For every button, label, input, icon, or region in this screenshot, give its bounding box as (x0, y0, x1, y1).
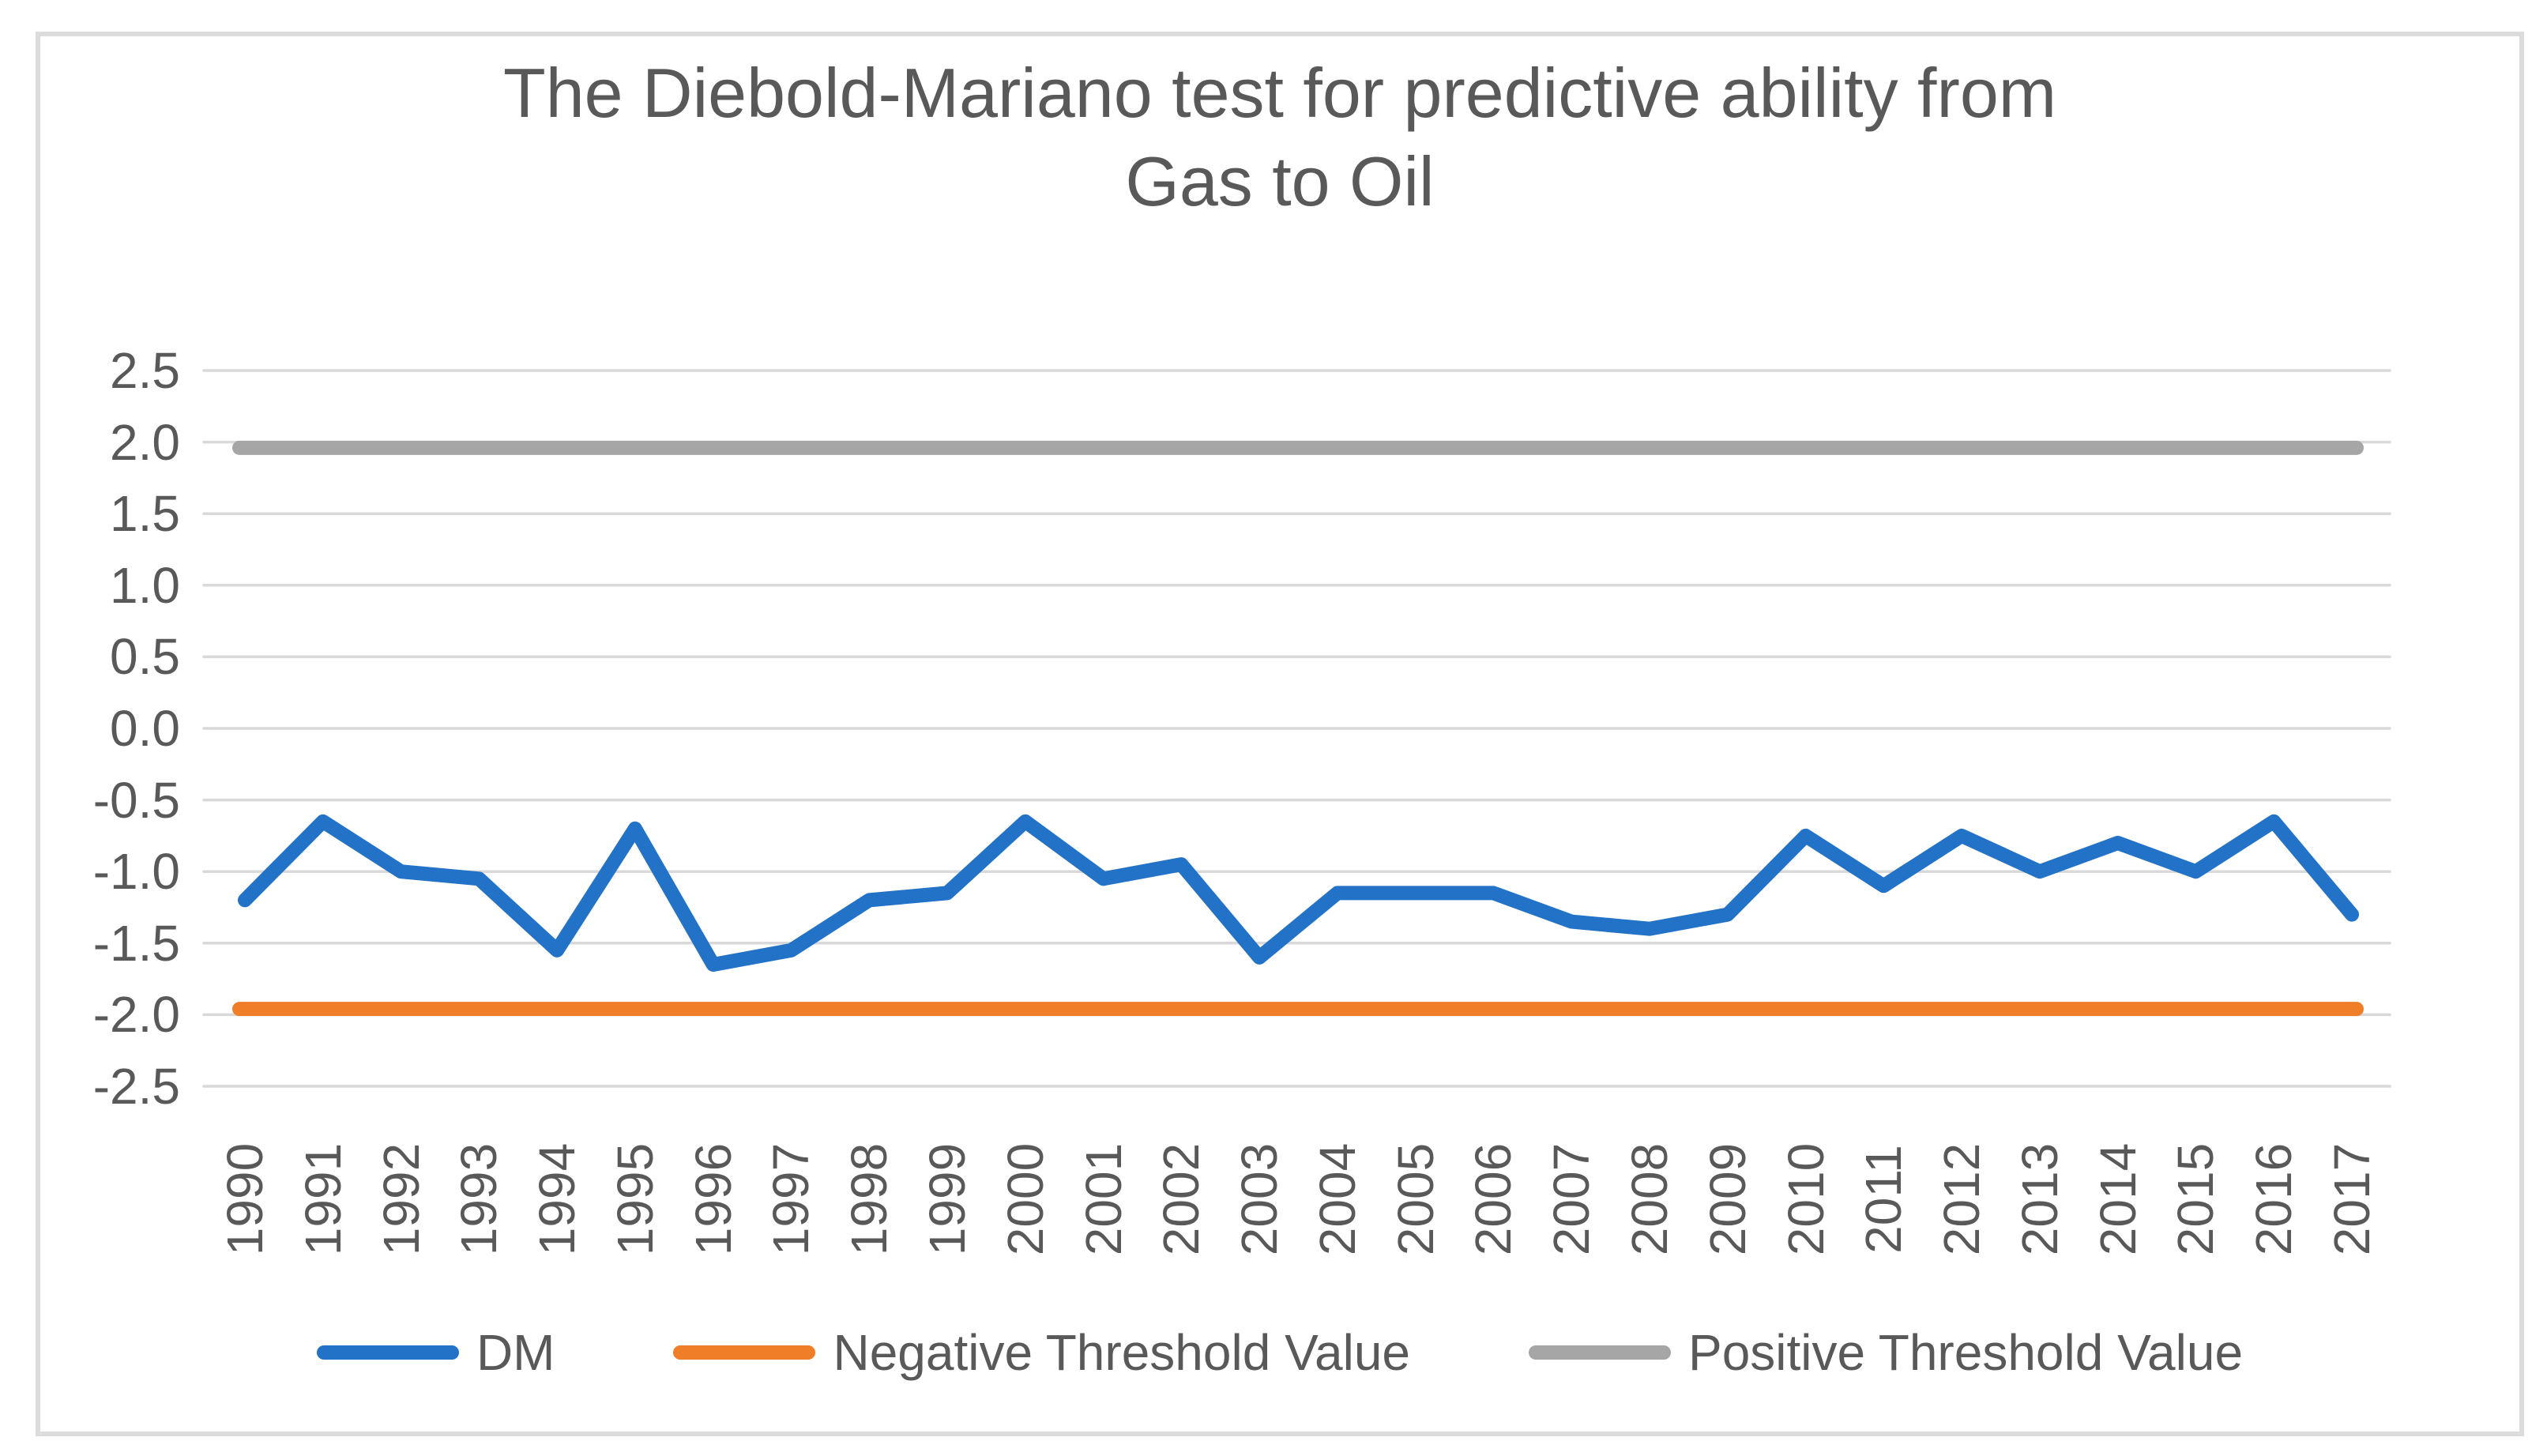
x-axis-label: 2011 (1855, 1145, 1913, 1254)
x-axis-label: 2000 (996, 1142, 1054, 1256)
x-axis-label: 2014 (2089, 1142, 2146, 1256)
dm-line-swatch (316, 1345, 459, 1360)
chart-frame (36, 32, 2524, 1436)
legend-label-positive-threshold: Positive Threshold Value (1688, 1324, 2244, 1381)
legend-item-negative-threshold: Negative Threshold Value (673, 1323, 1410, 1382)
x-axis-label: 2010 (1777, 1142, 1834, 1256)
x-axis-label: 2008 (1621, 1142, 1678, 1256)
x-axis-label: 2016 (2245, 1142, 2303, 1256)
x-axis-label: 2005 (1386, 1142, 1444, 1256)
x-axis-label: 2002 (1153, 1142, 1210, 1256)
legend-item-dm: DM (316, 1323, 555, 1382)
x-axis-label: 1995 (606, 1142, 664, 1256)
y-axis-label: 1.5 (110, 485, 180, 543)
x-axis-label: 1991 (294, 1142, 352, 1256)
x-axis-label: 1996 (684, 1142, 742, 1256)
legend-item-positive-threshold: Positive Threshold Value (1529, 1323, 2243, 1382)
chart-title-line-2: Gas to Oil (1125, 142, 1435, 220)
chart-title-line-1: The Diebold-Mariano test for predictive … (502, 54, 2057, 132)
y-axis-label: 0.0 (110, 700, 180, 757)
x-axis-label: 1992 (372, 1142, 430, 1256)
y-axis-label: 1.0 (110, 556, 180, 614)
x-axis-label: 2017 (2323, 1142, 2380, 1256)
x-axis-label: 2001 (1074, 1142, 1132, 1256)
x-axis-label: 2004 (1308, 1142, 1366, 1256)
x-axis-label: 2012 (1933, 1142, 1991, 1256)
chart-title: The Diebold-Mariano test for predictive … (36, 49, 2524, 226)
y-axis-label: 0.5 (110, 628, 180, 686)
x-axis-label: 1993 (450, 1142, 508, 1256)
y-axis-label: -1.0 (92, 843, 180, 901)
legend-label-negative-threshold: Negative Threshold Value (833, 1324, 1411, 1381)
x-axis-label: 2003 (1231, 1142, 1289, 1256)
x-axis-label: 1998 (841, 1142, 898, 1256)
y-axis-label: 2.0 (110, 413, 180, 471)
x-axis-label: 1999 (919, 1142, 976, 1256)
y-axis-label: -0.5 (92, 771, 180, 829)
x-axis-label: 2015 (2167, 1142, 2225, 1256)
x-axis-label: 2013 (2011, 1142, 2068, 1256)
x-axis-label: 2009 (1699, 1142, 1756, 1256)
x-axis-label: 1990 (216, 1142, 273, 1256)
negative-threshold-swatch (673, 1345, 816, 1360)
x-axis-label: 2006 (1465, 1142, 1522, 1256)
legend: DM Negative Threshold Value Positive Thr… (36, 1313, 2524, 1392)
y-axis-label: -1.5 (92, 914, 180, 972)
y-axis-label: 2.5 (110, 342, 180, 399)
y-axis-label: -2.0 (92, 986, 180, 1044)
y-axis-label: -2.5 (92, 1058, 180, 1115)
x-axis-label: 2007 (1543, 1142, 1601, 1256)
x-axis-label: 1994 (529, 1142, 586, 1256)
dm-line (238, 814, 2359, 972)
positive-threshold-swatch (1529, 1345, 1672, 1360)
x-axis-label: 1997 (762, 1142, 820, 1256)
legend-label-dm: DM (476, 1324, 555, 1381)
